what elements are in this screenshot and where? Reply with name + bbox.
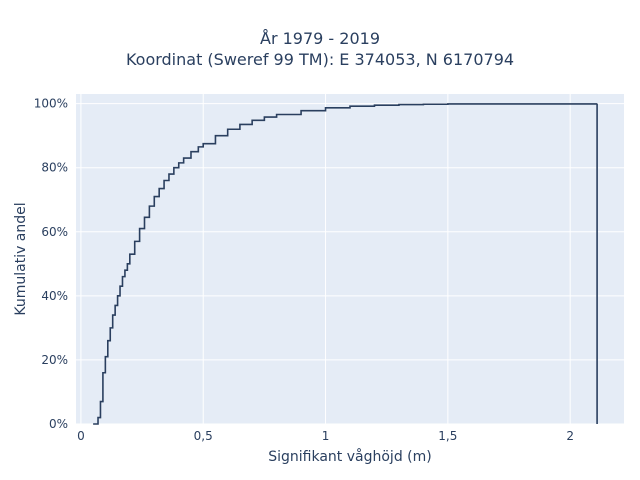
- cdf-step-line: [93, 103, 598, 425]
- x-tick-label: 1: [322, 429, 330, 443]
- x-tick-label: 0,5: [194, 429, 213, 443]
- y-tick-label: 100%: [34, 97, 68, 111]
- y-tick-label: 80%: [41, 161, 68, 175]
- chart-subtitle: Koordinat (Sweref 99 TM): E 374053, N 61…: [125, 50, 515, 69]
- x-axis-title: Signifikant våghöjd (m): [268, 448, 431, 465]
- plot-area: [76, 94, 624, 424]
- y-axis-title: Kumulativ andel: [13, 202, 29, 315]
- y-tick-label: 40%: [41, 289, 68, 303]
- y-tick-label: 20%: [41, 353, 68, 367]
- x-tick-label: 2: [566, 429, 574, 443]
- y-tick-label: 60%: [41, 225, 68, 239]
- chart-title: År 1979 - 2019: [260, 29, 380, 48]
- y-tick-label: 0%: [49, 417, 68, 431]
- x-tick-label: 0: [77, 429, 85, 443]
- x-tick-label: 1,5: [438, 429, 457, 443]
